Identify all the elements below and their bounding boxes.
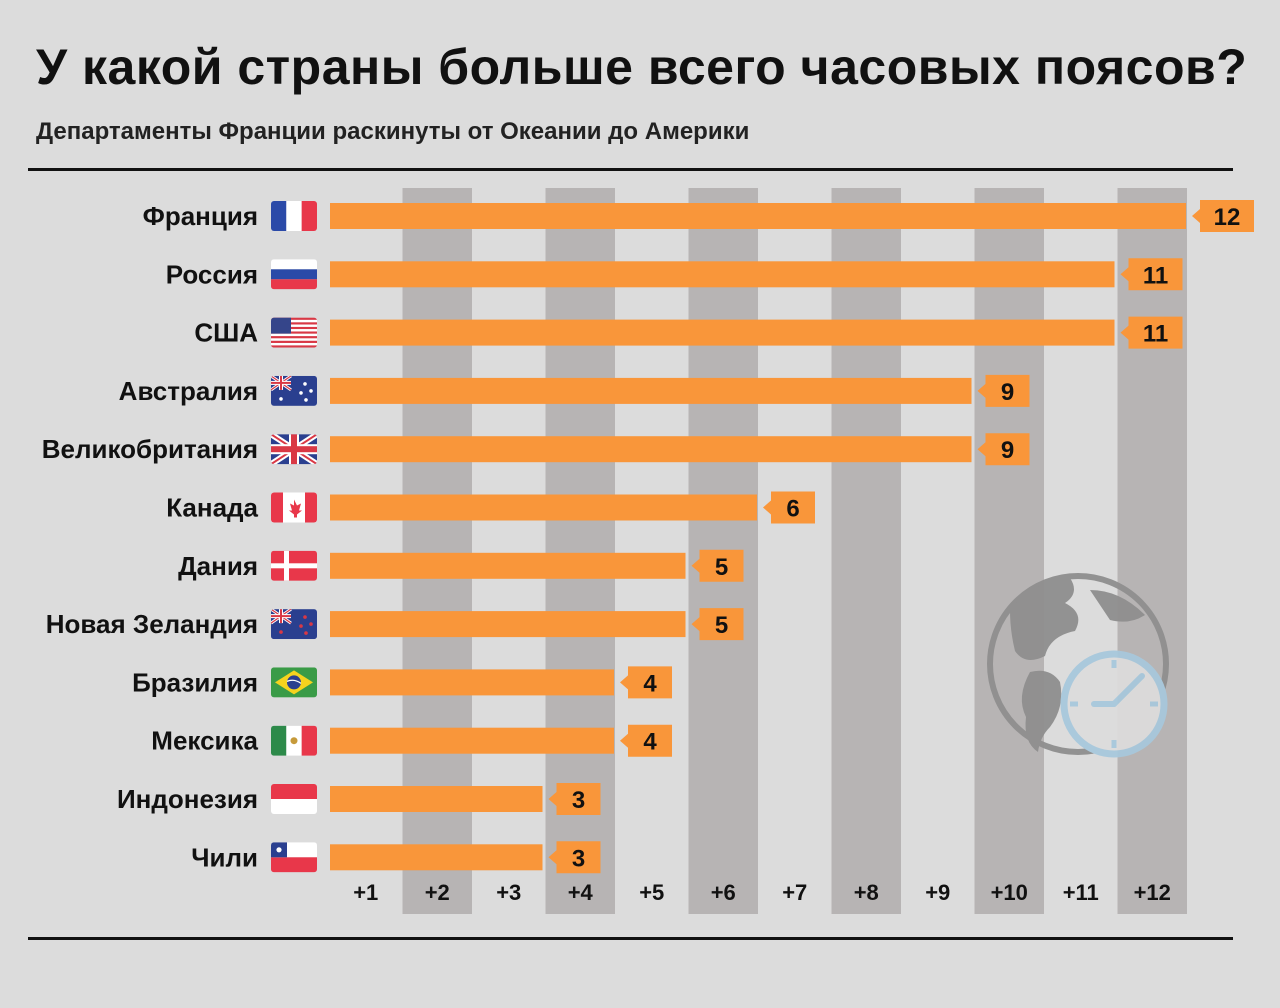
- globe-with-clock-icon: [987, 573, 1169, 758]
- category-label: Бразилия: [132, 667, 258, 697]
- value-callout: [548, 841, 601, 874]
- value-callout: [977, 433, 1030, 466]
- canada-flag-icon: [271, 492, 317, 523]
- france-flag-icon: [271, 201, 317, 231]
- value-callout: [1120, 258, 1183, 291]
- mexico-flag-icon: [271, 725, 317, 756]
- australia-flag-icon: [271, 375, 317, 406]
- bar-row: Мексика 4: [151, 724, 672, 757]
- value-callout: [1120, 316, 1183, 349]
- bar-row: Бразилия 4: [132, 666, 672, 699]
- bar: [330, 203, 1186, 229]
- value-label: 3: [572, 787, 585, 814]
- x-tick-label: +4: [568, 880, 594, 905]
- value-label: 9: [1001, 437, 1014, 464]
- bar-row: Чили 3: [191, 841, 601, 874]
- bar: [330, 727, 614, 754]
- category-label: Индонезия: [117, 784, 258, 814]
- denmark-flag-icon: [271, 550, 317, 581]
- x-tick-label: +12: [1134, 880, 1171, 905]
- value-label: 3: [572, 845, 585, 872]
- bar: [330, 552, 686, 579]
- category-label: Новая Зеландия: [46, 609, 258, 639]
- uk-flag-icon: [271, 434, 317, 465]
- bar: [330, 436, 972, 463]
- category-label: Чили: [191, 842, 258, 872]
- brazil-flag-icon: [271, 667, 317, 698]
- chile-flag-icon: [271, 842, 317, 873]
- value-label: 12: [1214, 204, 1241, 231]
- value-callout: [763, 491, 815, 524]
- bar: [330, 786, 543, 812]
- value-label: 4: [643, 670, 657, 697]
- bar-row: Австралия 9: [119, 374, 1030, 407]
- bar: [330, 669, 614, 696]
- x-tick-label: +7: [782, 880, 807, 905]
- bottom-divider: [28, 937, 1233, 940]
- value-label: 4: [643, 729, 657, 756]
- category-label: Франция: [143, 201, 258, 231]
- bar: [330, 494, 757, 521]
- bar-row: Новая Зеландия 5: [46, 608, 744, 641]
- value-label: 11: [1143, 321, 1168, 348]
- bar-row: Индонезия 3: [117, 783, 601, 815]
- value-label: 11: [1143, 262, 1168, 289]
- x-tick-label: +11: [1063, 880, 1099, 905]
- value-callout: [620, 666, 672, 699]
- value-label: 6: [786, 496, 799, 523]
- indonesia-flag-icon: [271, 784, 317, 814]
- grid-band: [831, 188, 901, 914]
- value-label: 9: [1001, 379, 1014, 406]
- new-zealand-flag-icon: [271, 609, 317, 640]
- category-label: Великобритания: [42, 434, 258, 464]
- x-tick-label: +3: [496, 880, 521, 905]
- bar: [330, 844, 543, 871]
- grid-band: [974, 188, 1044, 914]
- value-callout: [977, 374, 1030, 407]
- bar: [330, 611, 686, 638]
- bar-row: Россия 11: [166, 258, 1183, 291]
- usa-flag-icon: [271, 317, 317, 348]
- bar: [330, 319, 1115, 346]
- x-tick-label: +5: [639, 880, 664, 905]
- bar-row: Франция 12: [143, 200, 1254, 232]
- bar-row: Канада 6: [166, 491, 815, 524]
- russia-flag-icon: [271, 259, 317, 290]
- x-tick-label: +9: [925, 880, 950, 905]
- x-tick-label: +2: [425, 880, 450, 905]
- x-tick-label: +10: [991, 880, 1028, 905]
- chart-subtitle: Департаменты Франции раскинуты от Океани…: [36, 118, 750, 145]
- bar-row: Дания 5: [178, 549, 744, 582]
- category-label: Канада: [166, 493, 258, 523]
- grid-band: [1117, 188, 1187, 914]
- value-callout: [1192, 200, 1254, 232]
- chart-title: У какой страны больше всего часовых пояс…: [36, 39, 1248, 95]
- bar-row: США 11: [194, 316, 1183, 349]
- bar: [330, 261, 1115, 288]
- top-divider: [28, 168, 1233, 171]
- value-callout: [691, 608, 744, 641]
- bar-row: Великобритания 9: [42, 433, 1030, 466]
- x-tick-label: +8: [854, 880, 879, 905]
- value-label: 5: [715, 554, 728, 581]
- x-tick-label: +1: [353, 880, 378, 905]
- x-tick-label: +6: [711, 880, 736, 905]
- category-label: Мексика: [151, 726, 258, 756]
- category-label: Россия: [166, 259, 258, 289]
- bar: [330, 377, 972, 404]
- value-label: 5: [715, 612, 728, 639]
- category-label: Австралия: [119, 376, 258, 406]
- value-callout: [620, 724, 672, 757]
- category-label: США: [194, 318, 258, 348]
- value-callout: [548, 783, 601, 815]
- category-label: Дания: [178, 551, 258, 581]
- x-axis-ticks: +1 +2 +3 +4 +5 +6 +7 +8 +9 +10 +11 +12: [353, 880, 1171, 905]
- value-callout: [691, 549, 744, 582]
